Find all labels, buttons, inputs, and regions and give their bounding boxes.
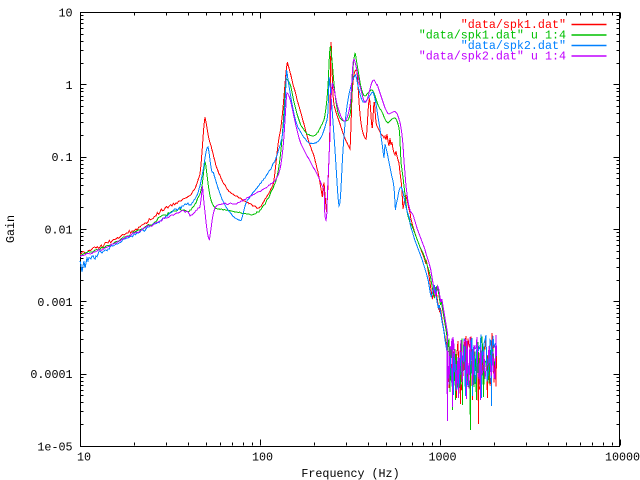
svg-text:0.01: 0.01 <box>44 224 72 238</box>
svg-text:Gain: Gain <box>4 215 18 243</box>
svg-text:10: 10 <box>77 451 91 465</box>
svg-text:10: 10 <box>58 7 72 21</box>
svg-text:Frequency (Hz): Frequency (Hz) <box>301 467 399 480</box>
svg-text:1e-05: 1e-05 <box>37 441 72 455</box>
svg-text:"data/spk2.dat" u 1:4: "data/spk2.dat" u 1:4 <box>419 50 566 64</box>
svg-text:10000: 10000 <box>605 451 640 465</box>
svg-text:"data/spk1.dat": "data/spk1.dat" <box>461 18 566 32</box>
svg-text:"data/spk2.dat": "data/spk2.dat" <box>461 39 566 53</box>
svg-text:100: 100 <box>252 451 273 465</box>
svg-text:"data/spk1.dat" u 1:4: "data/spk1.dat" u 1:4 <box>419 29 566 43</box>
svg-text:0.1: 0.1 <box>51 151 72 165</box>
svg-text:1000: 1000 <box>428 451 456 465</box>
svg-text:0.0001: 0.0001 <box>30 368 72 382</box>
svg-text:0.001: 0.001 <box>37 296 72 310</box>
svg-text:1: 1 <box>65 79 72 93</box>
